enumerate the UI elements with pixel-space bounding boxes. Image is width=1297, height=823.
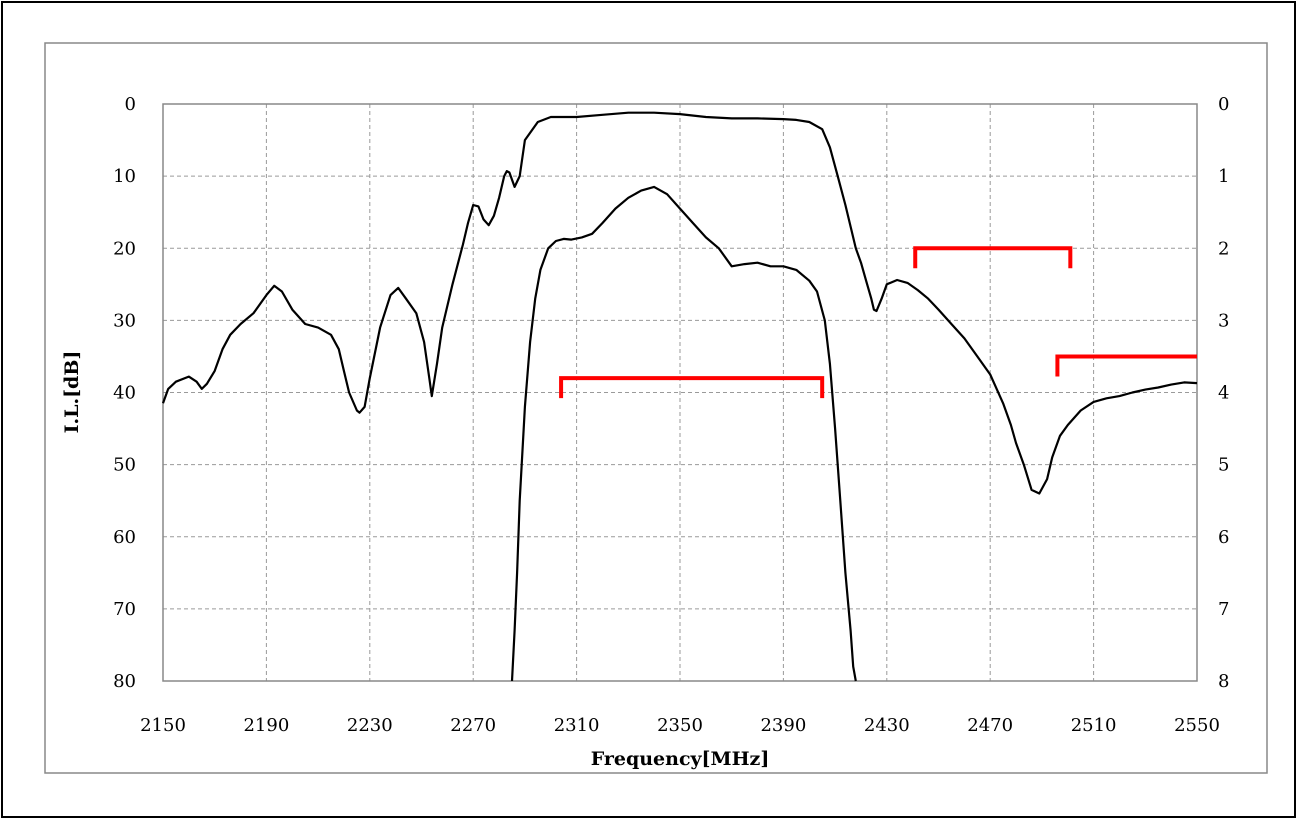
right-y-tick-label: 6 xyxy=(1218,527,1229,548)
x-tick-label: 2550 xyxy=(1174,715,1220,736)
x-axis-title: Frequency[MHz] xyxy=(591,748,770,770)
left-y-tick-label: 30 xyxy=(113,310,136,331)
x-tick-label: 2510 xyxy=(1071,715,1117,736)
plot-area-border xyxy=(162,103,1198,682)
passband-detail-line xyxy=(510,185,857,682)
left-y-tick-label: 0 xyxy=(125,94,136,115)
spec-bracket xyxy=(913,246,1073,269)
data-series xyxy=(161,111,1198,682)
right-y-tick-label: 3 xyxy=(1218,310,1229,331)
insertion-loss-line xyxy=(161,111,1198,495)
left-y-tick-label: 10 xyxy=(113,166,136,187)
x-tick-label: 2310 xyxy=(554,715,600,736)
spec-bracket xyxy=(559,376,825,399)
right-y-tick-label: 5 xyxy=(1218,455,1229,476)
right-y-tick-label: 4 xyxy=(1218,383,1229,404)
annotation-brackets xyxy=(559,246,1197,399)
left-y-tick-label: 40 xyxy=(113,383,136,404)
x-tick-label: 2390 xyxy=(760,715,806,736)
chart-area-border xyxy=(44,42,1268,774)
x-tick-label: 2270 xyxy=(450,715,496,736)
left-y-tick-label: 70 xyxy=(113,599,136,620)
x-tick-label: 2430 xyxy=(864,715,910,736)
right-y-tick-label: 2 xyxy=(1218,238,1229,259)
right-y-tick-labels: 0 1 2 3 4 5 6 7 8 xyxy=(1218,94,1229,692)
right-y-tick-label: 0 xyxy=(1218,94,1229,115)
left-y-tick-labels: 0 10 20 30 40 50 60 70 80 xyxy=(113,94,136,692)
x-tick-label: 2190 xyxy=(243,715,289,736)
right-y-tick-label: 7 xyxy=(1218,599,1229,620)
left-y-tick-label: 50 xyxy=(113,455,136,476)
y-axis-title: I.L.[dB] xyxy=(61,351,83,434)
x-tick-labels: 2150 2190 2230 2270 2310 2350 2390 2430 2470 2510… xyxy=(140,715,1220,736)
left-y-tick-label: 20 xyxy=(113,238,136,259)
spec-bracket xyxy=(1055,354,1197,377)
x-tick-label: 2150 xyxy=(140,715,186,736)
x-tick-label: 2350 xyxy=(657,715,703,736)
right-y-tick-label: 1 xyxy=(1218,166,1229,187)
left-y-tick-label: 80 xyxy=(113,671,136,692)
x-tick-label: 2470 xyxy=(967,715,1013,736)
right-y-tick-label: 8 xyxy=(1218,671,1229,692)
left-y-tick-label: 60 xyxy=(113,527,136,548)
x-tick-label: 2230 xyxy=(347,715,393,736)
